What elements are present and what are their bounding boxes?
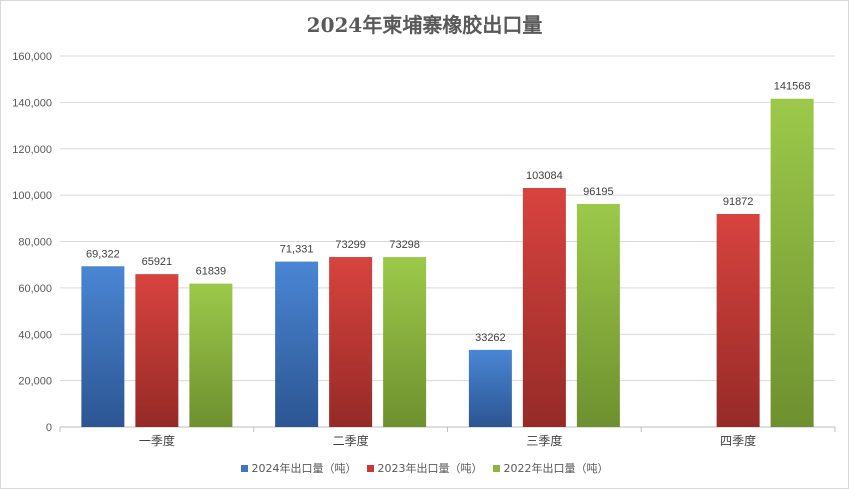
bars — [81, 98, 814, 427]
legend-swatch — [240, 464, 248, 472]
data-label: 96195 — [583, 186, 614, 198]
y-tick-label: 60,000 — [18, 283, 52, 295]
data-label: 73298 — [389, 239, 420, 251]
data-label: 33262 — [475, 332, 506, 344]
bar — [522, 187, 566, 427]
y-tick-label: 80,000 — [18, 237, 52, 249]
bar — [275, 261, 319, 427]
legend-item: 2023年出口量（吨） — [366, 460, 483, 476]
data-label: 61839 — [196, 266, 227, 278]
bar — [81, 266, 125, 427]
y-tick-label: 140,000 — [12, 97, 52, 109]
bar — [383, 257, 427, 427]
bar — [770, 98, 814, 427]
legend-item: 2024年出口量（吨） — [240, 460, 357, 476]
bar — [468, 349, 512, 427]
x-tick-label: 一季度 — [139, 433, 175, 448]
y-tick-label: 40,000 — [18, 329, 52, 341]
legend-swatch — [492, 464, 500, 472]
legend: 2024年出口量（吨） 2023年出口量（吨） 2022年出口量（吨） — [1, 460, 848, 476]
gridlines — [60, 55, 835, 382]
data-label: 91872 — [723, 196, 754, 208]
chart-title: 2024年柬埔寨橡胶出口量 — [306, 13, 543, 37]
x-tick-label: 三季度 — [526, 433, 562, 448]
bar — [329, 257, 373, 427]
y-tick-label: 20,000 — [18, 376, 52, 388]
bar — [576, 203, 620, 427]
axes: 0 20,000 40,000 60,000 80,000 100,000 120,000 1… — [12, 51, 836, 448]
data-label: 103084 — [526, 170, 563, 182]
y-tick-label: 0 — [46, 422, 52, 434]
legend-label: 2022年出口量（吨） — [503, 462, 609, 475]
y-tick-label: 160,000 — [12, 51, 52, 63]
y-tick-label: 120,000 — [12, 144, 52, 156]
data-label: 141568 — [774, 81, 811, 93]
legend-swatch — [366, 464, 374, 472]
x-tick-label: 四季度 — [720, 433, 756, 448]
data-label: 65921 — [142, 256, 173, 268]
data-label: 69,322 — [86, 248, 120, 260]
bar — [135, 274, 179, 427]
x-tick-label: 二季度 — [333, 433, 369, 448]
y-tick-label: 100,000 — [12, 190, 52, 202]
data-label: 73299 — [335, 239, 366, 251]
legend-label: 2023年出口量（吨） — [377, 462, 483, 475]
bar — [189, 283, 233, 427]
data-label: 71,331 — [280, 244, 314, 256]
legend-item: 2022年出口量（吨） — [492, 460, 609, 476]
bar — [716, 213, 760, 427]
legend-label: 2024年出口量（吨） — [251, 462, 357, 475]
data-labels: 69,322 71,331 33262 65921 73299 103084 91872 61… — [86, 81, 810, 344]
